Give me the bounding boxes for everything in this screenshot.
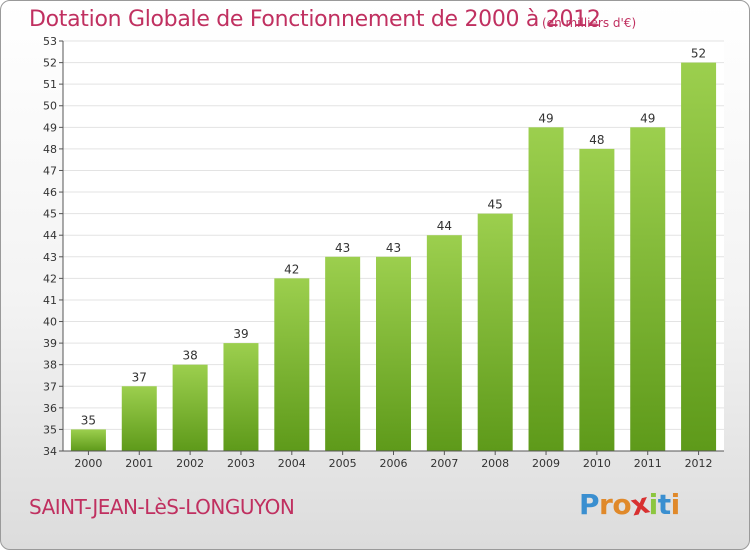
logo-letter: o <box>612 488 632 521</box>
x-tick-label: 2004 <box>278 457 306 470</box>
chart-title: Dotation Globale de Fonctionnement de 20… <box>29 7 601 32</box>
y-tick-label: 50 <box>43 100 57 113</box>
bar-value-label: 43 <box>386 241 401 255</box>
x-tick-label: 2007 <box>430 457 458 470</box>
bar-value-label: 52 <box>691 47 706 61</box>
y-tick-label: 38 <box>43 359 57 372</box>
commune-name: SAINT-JEAN-LèS-LONGUYON <box>29 495 295 519</box>
x-tick-label: 2006 <box>380 457 408 470</box>
x-tick-label: 2009 <box>532 457 560 470</box>
y-tick-label: 45 <box>43 208 57 221</box>
axes: 34 35 36 37 38 39 40 41 42 43 44 45 46 47 48 49 50 51 52 53… <box>43 35 724 470</box>
logo-letter: i <box>648 488 659 521</box>
bars: 35 37 38 39 42 43 43 44 45 49 48 49 52 <box>70 47 717 452</box>
y-tick-label: 44 <box>43 229 57 242</box>
y-tick-label: 37 <box>43 380 57 393</box>
bar-value-label: 48 <box>589 133 604 147</box>
bar <box>376 256 411 451</box>
chart-subtitle: (en milliers d'€) <box>542 16 637 30</box>
x-tick-label: 2010 <box>583 457 611 470</box>
y-tick-label: 34 <box>43 445 57 458</box>
bar <box>70 429 106 451</box>
bar-value-label: 42 <box>284 262 299 276</box>
bar <box>630 127 666 451</box>
y-tick-label: 43 <box>43 251 57 264</box>
y-tick-label: 35 <box>43 423 57 436</box>
logo-letter: r <box>599 488 613 521</box>
bar-value-label: 49 <box>538 111 553 125</box>
logo-letter: t <box>657 488 671 521</box>
bar <box>528 127 564 451</box>
bar-value-label: 45 <box>488 198 503 212</box>
x-tick-label: 2008 <box>481 457 509 470</box>
x-tick-label: 2000 <box>74 457 102 470</box>
bar-value-label: 43 <box>335 241 350 255</box>
bar <box>274 278 310 451</box>
y-tick-label: 42 <box>43 272 57 285</box>
x-tick-label: 2011 <box>634 457 662 470</box>
bar <box>223 343 259 451</box>
x-tick-label: 2001 <box>125 457 153 470</box>
x-tick-label: 2012 <box>685 457 713 470</box>
bar-value-label: 37 <box>132 370 147 384</box>
y-tick-label: 40 <box>43 316 57 329</box>
y-tick-label: 48 <box>43 143 57 156</box>
y-tick-label: 47 <box>43 164 57 177</box>
x-tick-label: 2005 <box>329 457 357 470</box>
bar <box>579 148 615 452</box>
y-tick-label: 51 <box>43 78 57 91</box>
bar <box>172 364 208 451</box>
bar-value-label: 49 <box>640 111 655 125</box>
y-tick-label: 39 <box>43 337 57 350</box>
y-tick-label: 41 <box>43 294 57 307</box>
logo-letter: P <box>579 488 600 521</box>
x-tick-label: 2003 <box>227 457 255 470</box>
bar-value-label: 39 <box>233 327 248 341</box>
bar <box>426 235 462 451</box>
y-tick-label: 49 <box>43 121 57 134</box>
y-tick-label: 53 <box>43 35 57 48</box>
y-tick-label: 36 <box>43 402 57 415</box>
bar-value-label: 35 <box>81 413 96 427</box>
bar-value-label: 38 <box>182 349 197 363</box>
y-tick-label: 52 <box>43 57 57 70</box>
bar <box>121 386 157 451</box>
bar <box>477 213 513 451</box>
proxiti-logo[interactable]: Proxiti <box>579 487 681 523</box>
bar <box>681 62 717 451</box>
bar-value-label: 44 <box>437 219 452 233</box>
x-tick-label: 2002 <box>176 457 204 470</box>
logo-letter: i <box>670 488 681 521</box>
bar <box>325 256 361 451</box>
y-tick-label: 46 <box>43 186 57 199</box>
